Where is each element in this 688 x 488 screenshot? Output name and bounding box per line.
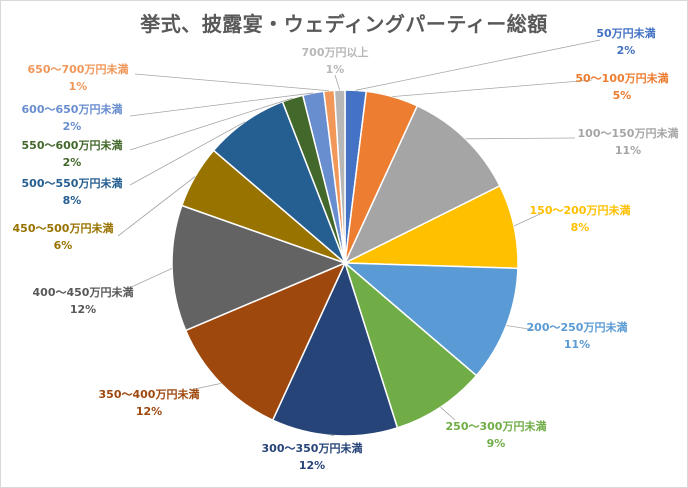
leader-line (440, 406, 456, 421)
slice-percent-label: 12% (299, 459, 325, 472)
slice-category-label: 550～600万円未満 (22, 138, 123, 152)
slice-category-label: 700万円以上 (302, 45, 369, 59)
leader-line (334, 74, 341, 91)
leader-line (189, 383, 221, 391)
leader-line (134, 73, 330, 92)
slice-category-label: 100～150万円未満 (578, 126, 679, 140)
slice-category-label: 300～350万円未満 (262, 441, 363, 455)
slice-category-label: 650～700万円未満 (28, 62, 129, 76)
leader-line (329, 434, 335, 437)
slice-category-label: 500～550万円未満 (22, 176, 123, 190)
leader-line (129, 92, 314, 117)
slice-percent-label: 9% (487, 437, 506, 450)
slice-category-label: 150～200万円未満 (530, 203, 631, 217)
slice-percent-label: 12% (136, 405, 162, 418)
leader-line (129, 97, 293, 151)
slice-percent-label: 8% (571, 221, 590, 234)
slice-percent-label: 1% (69, 80, 88, 93)
leader-line (117, 176, 196, 237)
slice-percent-label: 8% (63, 194, 82, 207)
slice-category-label: 450～500万円未満 (13, 221, 114, 235)
slice-category-label: 250～300万円未満 (446, 419, 547, 433)
slice-percent-label: 5% (613, 89, 632, 102)
slice-category-label: 400～450万円未満 (33, 285, 134, 299)
pie-slice (342, 262, 519, 377)
leader-line (392, 79, 593, 98)
slice-percent-label: 2% (63, 120, 82, 133)
leader-line (355, 39, 601, 91)
slice-percent-label: 11% (615, 144, 641, 157)
slice-percent-label: 2% (617, 44, 636, 57)
leader-line (506, 325, 536, 331)
slice-category-label: 350～400万円未満 (99, 387, 200, 401)
chart-title: 挙式、披露宴・ウェディングパーティー総額 (140, 12, 548, 36)
slice-percent-label: 12% (70, 303, 96, 316)
slice-category-label: 600～650万円未満 (22, 102, 123, 116)
leader-line (124, 267, 173, 291)
pie-slice (343, 260, 478, 429)
slice-percent-label: 11% (564, 338, 590, 351)
slice-percent-label: 2% (63, 156, 82, 169)
leader-line (465, 137, 576, 140)
slice-category-label: 200～250万円未満 (527, 320, 628, 334)
slice-category-label: 50～100万円未満 (575, 71, 668, 85)
leader-line (513, 213, 541, 227)
slice-category-label: 50万円未満 (596, 26, 655, 40)
slice-percent-label: 6% (54, 239, 73, 252)
leader-line (129, 121, 246, 186)
pie-slice (343, 104, 501, 265)
slice-percent-label: 1% (326, 63, 345, 76)
